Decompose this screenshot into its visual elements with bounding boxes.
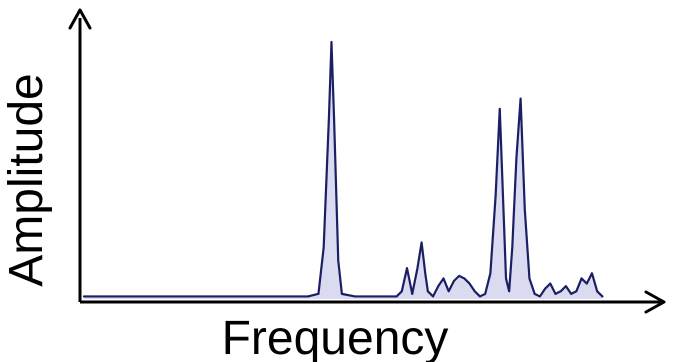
data-point-5: [187, 295, 189, 298]
data-point-6: [208, 295, 210, 298]
data-point-18: [341, 293, 343, 295]
data-point-22: [401, 290, 403, 293]
data-point-26: [416, 267, 419, 269]
data-point-2: [124, 295, 127, 298]
data-point-3: [145, 295, 148, 298]
data-point-58: [565, 285, 567, 287]
data-point-9: [270, 295, 273, 298]
data-point-47: [511, 246, 514, 249]
data-point-13: [322, 246, 325, 249]
data-point-33: [447, 290, 450, 293]
series-line: [82, 40, 604, 298]
data-point-55: [549, 282, 552, 285]
data-point-31: [437, 285, 440, 287]
data-point-54: [544, 287, 546, 290]
data-point-8: [249, 295, 252, 298]
data-point-40: [484, 293, 486, 295]
data-point-57: [559, 290, 562, 293]
data-point-15: [330, 41, 333, 43]
data-point-28: [424, 272, 427, 275]
data-point-36: [463, 277, 466, 280]
data-point-32: [442, 277, 445, 280]
data-point-49: [519, 97, 522, 100]
data-point-62: [585, 282, 588, 285]
data-point-10: [291, 295, 294, 298]
series-area: [84, 42, 603, 299]
data-point-61: [580, 277, 583, 280]
data-point-30: [432, 295, 434, 298]
data-point-27: [420, 241, 423, 244]
data-point-50: [523, 208, 526, 210]
data-point-52: [533, 293, 536, 295]
data-point-4: [166, 295, 169, 298]
series-layer: [82, 40, 604, 299]
data-point-16: [333, 118, 335, 120]
data-point-23: [406, 267, 408, 269]
y-axis-label: Amplitude: [0, 73, 53, 286]
data-point-64: [596, 290, 598, 293]
data-point-42: [494, 195, 497, 197]
y-axis-arrow: [68, 8, 92, 30]
data-point-46: [508, 290, 510, 293]
data-point-56: [554, 293, 557, 295]
data-point-19: [354, 295, 356, 298]
data-point-7: [229, 295, 231, 298]
data-point-24: [409, 282, 411, 285]
data-point-43: [498, 108, 501, 110]
data-point-12: [317, 293, 320, 295]
data-point-59: [570, 293, 572, 295]
data-point-38: [473, 290, 476, 293]
data-point-53: [539, 295, 541, 298]
data-point-25: [411, 293, 414, 295]
x-axis-label: Frequency: [222, 312, 449, 362]
data-point-39: [479, 295, 481, 298]
data-point-44: [503, 221, 505, 223]
data-point-45: [505, 277, 507, 280]
data-point-51: [528, 277, 531, 280]
data-point-60: [575, 290, 578, 293]
data-point-41: [489, 272, 492, 275]
data-point-63: [591, 272, 593, 275]
data-point-17: [337, 259, 340, 262]
data-point-14: [328, 118, 330, 120]
data-point-21: [395, 295, 398, 298]
x-axis-arrow: [644, 290, 666, 314]
data-point-1: [104, 295, 106, 298]
data-point-65: [601, 295, 604, 298]
data-point-37: [468, 282, 471, 285]
data-point-0: [83, 295, 85, 298]
data-point-29: [427, 290, 429, 293]
data-point-48: [515, 156, 518, 159]
data-point-34: [453, 280, 455, 282]
data-point-11: [307, 295, 309, 298]
data-point-35: [458, 275, 460, 277]
data-point-20: [374, 295, 377, 298]
